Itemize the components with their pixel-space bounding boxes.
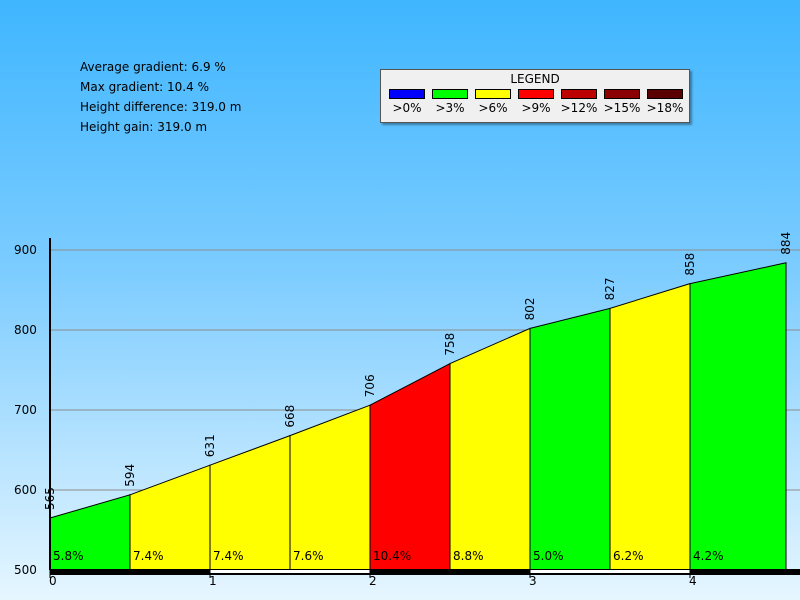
legend-swatch: [561, 89, 597, 99]
legend-swatch: [432, 89, 468, 99]
x-tick-label: 0: [49, 574, 57, 588]
legend-swatch: [389, 89, 425, 99]
profile-segment: [369, 362, 451, 571]
legend-label: >18%: [646, 101, 684, 115]
profile-segment: [689, 262, 787, 571]
profile-segment: [529, 307, 611, 571]
elevation-label: 758: [443, 333, 457, 356]
max-gradient-text: Max gradient: 10.4 %: [80, 80, 209, 94]
legend-label: >0%: [392, 101, 422, 115]
gradient-label: 6.2%: [613, 549, 644, 563]
legend: LEGEND >0% >3% >6% >9% >12% >15% >18%: [380, 69, 690, 123]
gradient-label: 5.0%: [533, 549, 564, 563]
legend-item-3: >9%: [516, 89, 556, 115]
legend-swatch: [604, 89, 640, 99]
legend-swatch: [518, 89, 554, 99]
gradient-label: 7.4%: [133, 549, 164, 563]
gradient-label: 7.4%: [213, 549, 244, 563]
gradient-label: 8.8%: [453, 549, 484, 563]
legend-label: >15%: [603, 101, 641, 115]
elevation-label: 706: [363, 374, 377, 397]
y-tick-label: 800: [14, 323, 37, 337]
y-tick-label: 900: [14, 243, 37, 257]
profile-segment: [289, 404, 371, 571]
legend-item-1: >3%: [430, 89, 470, 115]
x-axis-band: [210, 570, 370, 573]
x-tick-label: 3: [529, 574, 537, 588]
elevation-label: 631: [203, 434, 217, 457]
y-tick-label: 600: [14, 483, 37, 497]
x-axis: [50, 569, 800, 575]
height-gain-text: Height gain: 319.0 m: [80, 120, 208, 134]
profile-segment: [609, 282, 691, 571]
stats-panel: Average gradient: 6.9 % Max gradient: 10…: [80, 57, 241, 137]
gradient-label: 10.4%: [373, 549, 411, 563]
elevation-label: 858: [683, 253, 697, 276]
legend-title: LEGEND: [510, 72, 560, 86]
elevation-label: 668: [283, 405, 297, 428]
x-tick-label: 1: [209, 574, 217, 588]
legend-label: >9%: [521, 101, 551, 115]
y-tick-label: 500: [14, 563, 37, 577]
legend-item-6: >18%: [645, 89, 685, 115]
average-gradient-text: Average gradient: 6.9 %: [80, 60, 226, 74]
legend-item-0: >0%: [387, 89, 427, 115]
gradient-label: 5.8%: [53, 549, 84, 563]
legend-label: >12%: [560, 101, 598, 115]
x-axis-band: [530, 570, 690, 573]
legend-label: >3%: [435, 101, 465, 115]
legend-item-4: >12%: [559, 89, 599, 115]
gradient-label: 7.6%: [293, 549, 324, 563]
legend-swatch: [647, 89, 683, 99]
elevation-label: 827: [603, 277, 617, 300]
height-difference-text: Height difference: 319.0 m: [80, 100, 242, 114]
y-tick-label: 700: [14, 403, 37, 417]
x-tick-label: 4: [689, 574, 697, 588]
legend-label: >6%: [478, 101, 508, 115]
x-tick-label: 2: [369, 574, 377, 588]
legend-item-5: >15%: [602, 89, 642, 115]
legend-swatch: [475, 89, 511, 99]
elevation-label: 802: [523, 297, 537, 320]
elevation-label: 884: [779, 232, 793, 255]
elevation-label: 594: [123, 464, 137, 487]
gradient-label: 4.2%: [693, 549, 724, 563]
profile-segment: [449, 327, 531, 571]
legend-item-2: >6%: [473, 89, 513, 115]
